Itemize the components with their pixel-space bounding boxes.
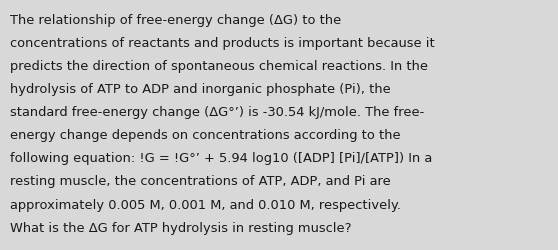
Text: standard free-energy change (ΔG°’) is -30.54 kJ/mole. The free-: standard free-energy change (ΔG°’) is -3… [10, 106, 424, 119]
Text: energy change depends on concentrations according to the: energy change depends on concentrations … [10, 129, 401, 142]
Text: The relationship of free-energy change (ΔG) to the: The relationship of free-energy change (… [10, 14, 341, 27]
Text: resting muscle, the concentrations of ATP, ADP, and Pi are: resting muscle, the concentrations of AT… [10, 175, 391, 188]
Text: predicts the direction of spontaneous chemical reactions. In the: predicts the direction of spontaneous ch… [10, 60, 428, 73]
Text: What is the ΔG for ATP hydrolysis in resting muscle?: What is the ΔG for ATP hydrolysis in res… [10, 221, 352, 234]
Text: concentrations of reactants and products is important because it: concentrations of reactants and products… [10, 37, 435, 50]
Text: following equation: !G = !G°’ + 5.94 log10 ([ADP] [Pi]/[ATP]) In a: following equation: !G = !G°’ + 5.94 log… [10, 152, 432, 165]
Text: hydrolysis of ATP to ADP and inorganic phosphate (Pi), the: hydrolysis of ATP to ADP and inorganic p… [10, 83, 391, 96]
Text: approximately 0.005 M, 0.001 M, and 0.010 M, respectively.: approximately 0.005 M, 0.001 M, and 0.01… [10, 198, 401, 211]
